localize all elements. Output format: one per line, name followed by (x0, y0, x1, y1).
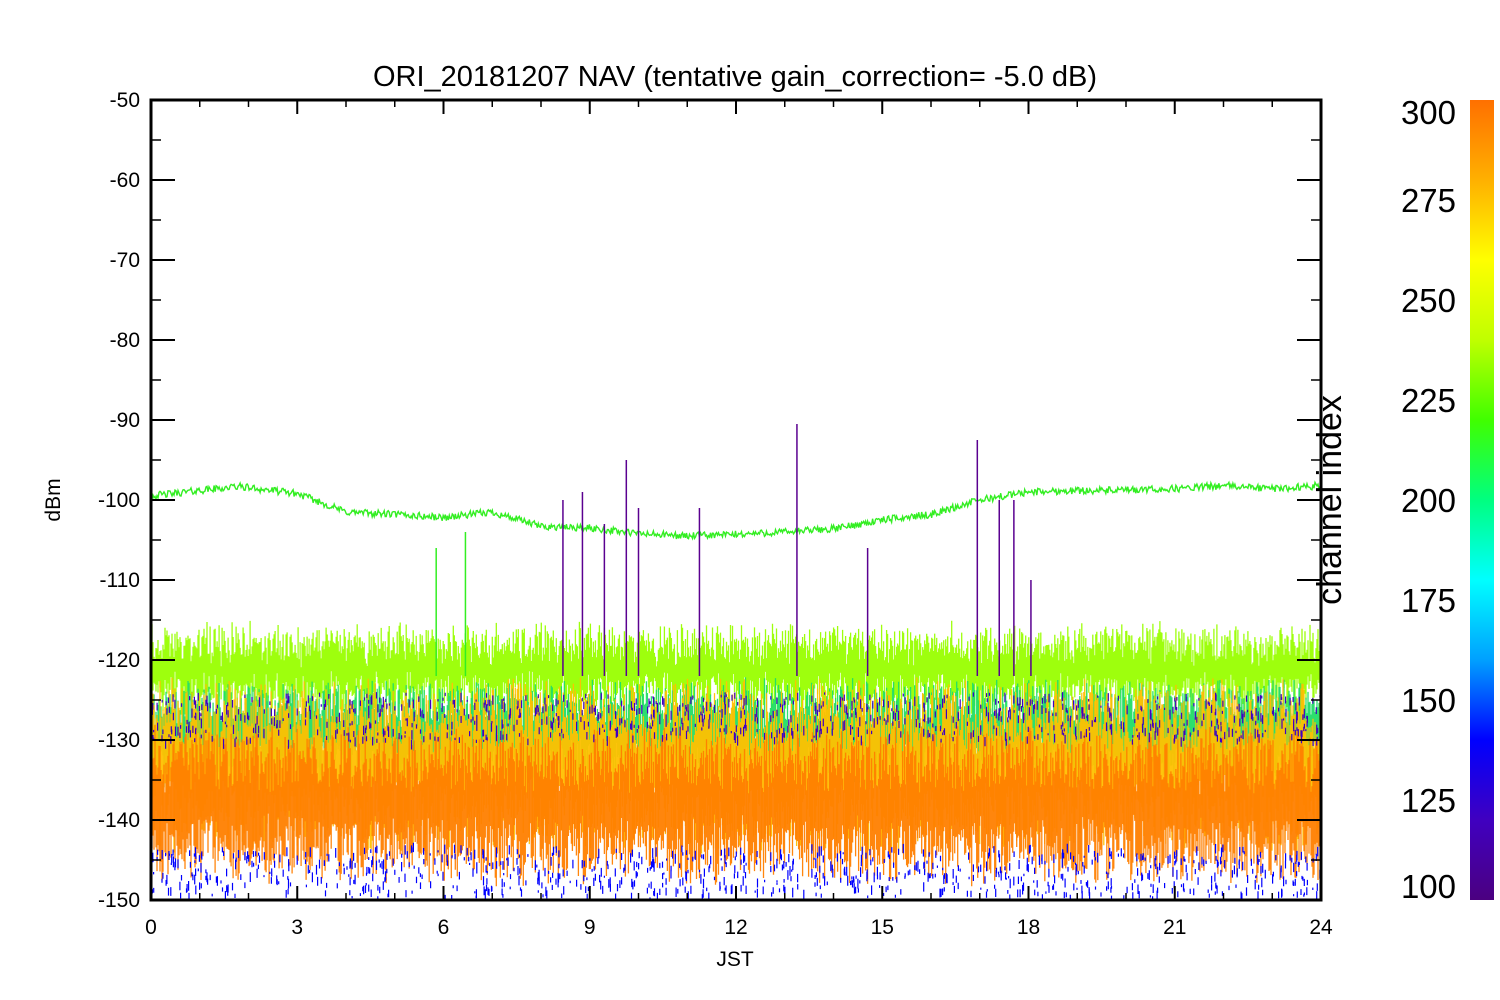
y-tick-label: -60 (110, 169, 140, 192)
x-tick-label: 18 (1017, 916, 1040, 939)
y-tick-labels: -50 -60 -70 -80 -90 -100 -110 -120 -130 -140 -150 (98, 89, 140, 912)
y-tick-label: -70 (110, 249, 140, 272)
colorbar (1470, 100, 1494, 900)
colorbar-tick-label: 275 (1401, 182, 1456, 219)
axis-ticks (150, 99, 1322, 901)
series-band-ch295 (151, 724, 1321, 887)
y-tick-label: -50 (110, 89, 140, 112)
y-tick-label: -120 (98, 649, 140, 672)
colorbar-tick-label: 225 (1401, 382, 1456, 419)
colorbar-tick-label: 200 (1401, 482, 1456, 519)
y-tick-label: -80 (110, 329, 140, 352)
noise-upper (151, 692, 1321, 750)
chart-title: ORI_20181207 NAV (tentative gain_correct… (373, 61, 1097, 93)
y-tick-label: -90 (110, 409, 140, 432)
colorbar-label: channel index (1311, 395, 1349, 605)
y-axis-label: dBm (42, 478, 65, 521)
colorbar-tick-label: 100 (1401, 868, 1456, 905)
x-tick-labels: 0 3 6 9 12 15 18 21 24 (145, 916, 1333, 939)
x-tick-label: 0 (145, 916, 157, 939)
series-line-ch240 (151, 480, 1321, 541)
colorbar-tick-labels: 300 275 250 225 200 175 150 125 100 (1401, 94, 1456, 905)
noise-lower (151, 842, 1321, 900)
y-tick-label: -130 (98, 729, 140, 752)
colorbar-tick-label: 250 (1401, 282, 1456, 319)
colorbar-tick-label: 300 (1401, 94, 1456, 131)
y-tick-label: -110 (100, 569, 140, 592)
x-tick-label: 15 (871, 916, 894, 939)
series-band-ch265 (151, 620, 1321, 720)
colorbar-tick-label: 150 (1401, 682, 1456, 719)
x-tick-label: 12 (724, 916, 747, 939)
colorbar-tick-label: 125 (1401, 782, 1456, 819)
x-tick-label: 21 (1163, 916, 1186, 939)
plot-area (151, 424, 1321, 900)
colorbar-tick-label: 175 (1401, 582, 1456, 619)
y-tick-label: -150 (98, 889, 140, 912)
x-tick-label: 3 (291, 916, 303, 939)
x-axis-label: JST (716, 948, 754, 971)
x-tick-label: 24 (1309, 916, 1333, 939)
x-tick-label: 6 (438, 916, 450, 939)
x-tick-label: 9 (584, 916, 596, 939)
y-tick-label: -140 (98, 809, 140, 832)
y-tick-label: -100 (98, 489, 140, 512)
